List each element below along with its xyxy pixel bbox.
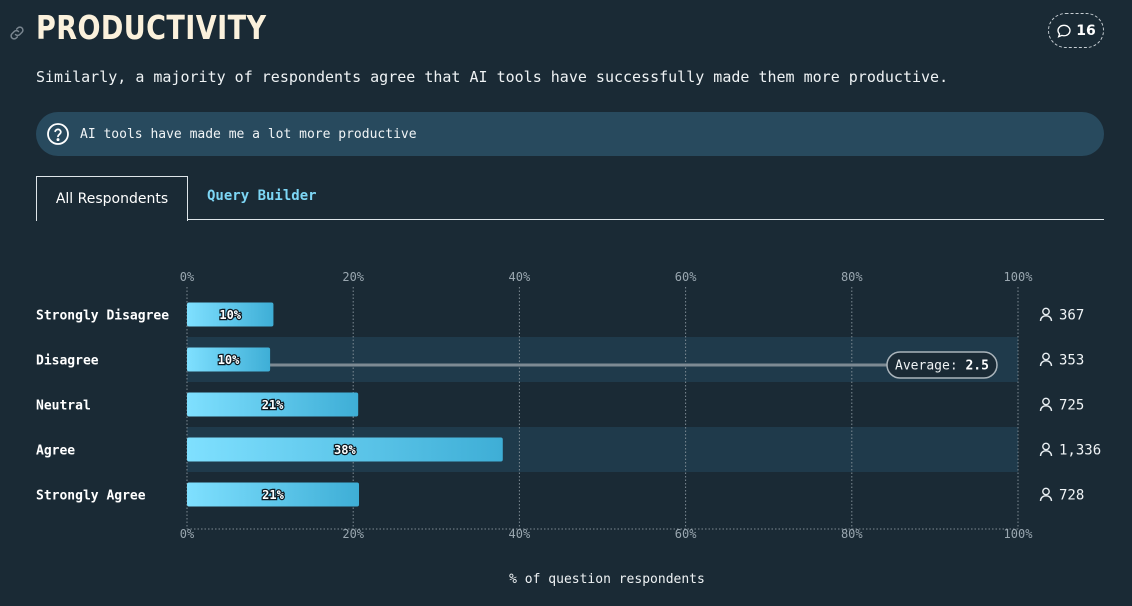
tick-label-bottom: 40% — [509, 527, 531, 541]
respondent-count: 725 — [1059, 398, 1084, 414]
page-title: PRODUCTIVITY — [36, 8, 267, 47]
tab-all-respondents[interactable]: All Respondents — [36, 176, 188, 221]
tick-label-bottom: 60% — [675, 527, 697, 541]
bar-value-label: 10% — [219, 308, 241, 322]
tick-label-top: 0% — [180, 270, 195, 284]
tick-label-top: 40% — [509, 270, 531, 284]
comments-button[interactable]: 16 — [1048, 13, 1104, 48]
person-icon — [1039, 352, 1053, 367]
question-banner: AI tools have made me a lot more product… — [36, 112, 1104, 156]
category-label: Strongly Agree — [36, 489, 146, 504]
person-icon — [1039, 397, 1053, 412]
tick-label-top: 80% — [841, 270, 863, 284]
intro-text: Similarly, a majority of respondents agr… — [36, 68, 949, 86]
tab-query-builder[interactable]: Query Builder — [207, 188, 317, 204]
tabs-divider — [36, 219, 1104, 220]
tick-label-bottom: 20% — [342, 527, 364, 541]
bar-value-label: 38% — [334, 443, 356, 457]
x-axis-title: % of question respondents — [509, 572, 705, 587]
tick-label-bottom: 80% — [841, 527, 863, 541]
person-icon — [1039, 307, 1053, 322]
bar — [187, 302, 274, 327]
category-label: Disagree — [36, 354, 99, 369]
bar-value-label: 21% — [262, 398, 284, 412]
tick-label-top: 100% — [1004, 270, 1034, 284]
person-icon — [1039, 442, 1053, 457]
tick-label-bottom: 0% — [180, 527, 195, 541]
comment-count: 16 — [1076, 22, 1096, 39]
tick-label-top: 60% — [675, 270, 697, 284]
question-text: AI tools have made me a lot more product… — [80, 126, 417, 142]
category-label: Strongly Disagree — [36, 309, 169, 324]
bar — [187, 347, 271, 372]
person-icon — [1039, 487, 1053, 502]
respondent-count: 1,336 — [1059, 443, 1101, 459]
respondent-count: 728 — [1059, 488, 1084, 504]
speech-bubble-icon — [1057, 24, 1071, 38]
category-label: Neutral — [36, 399, 91, 414]
row-highlight — [187, 337, 1018, 382]
bar — [187, 437, 503, 462]
bar — [187, 482, 360, 507]
category-label: Agree — [36, 444, 75, 459]
tick-label-bottom: 100% — [1004, 527, 1034, 541]
average-label: Average: 2.5 — [895, 359, 989, 374]
bar-value-label: 10% — [218, 353, 240, 367]
bar-value-label: 21% — [262, 488, 284, 502]
tick-label-top: 20% — [342, 270, 364, 284]
question-circle-icon — [47, 123, 69, 145]
respondent-count: 367 — [1059, 308, 1084, 324]
average-badge: Average: 2.5 — [886, 351, 998, 379]
respondent-count: 353 — [1059, 353, 1084, 369]
average-value: 2.5 — [965, 359, 988, 374]
link-icon[interactable] — [8, 24, 26, 42]
bar — [187, 392, 359, 417]
